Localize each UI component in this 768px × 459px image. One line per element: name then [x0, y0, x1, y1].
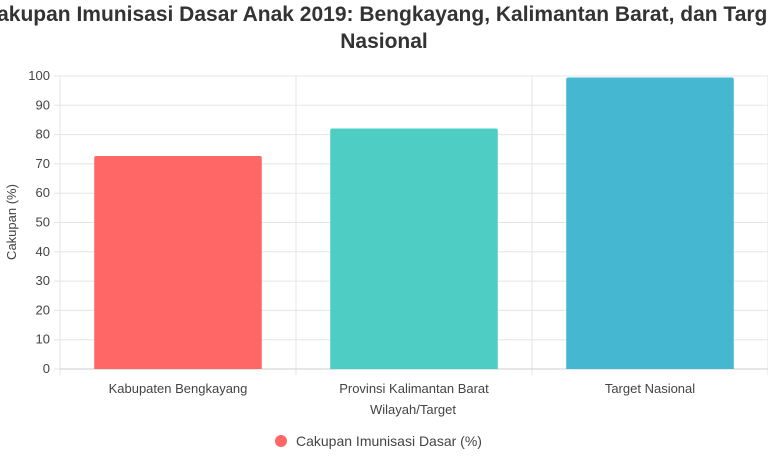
x-tick-label: Target Nasional: [605, 381, 695, 396]
bar: [566, 77, 734, 369]
x-axis-title: Wilayah/Target: [370, 402, 456, 417]
y-tick-label: 0: [43, 361, 50, 376]
bars: [94, 77, 734, 369]
y-tick-label: 20: [36, 302, 50, 317]
y-tick-label: 90: [36, 97, 50, 112]
legend-swatch: [275, 435, 287, 447]
y-tick-label: 30: [36, 273, 50, 288]
legend-label: Cakupan Imunisasi Dasar (%): [296, 433, 482, 449]
y-tick-label: 100: [28, 68, 50, 83]
y-tick-label: 60: [36, 185, 50, 200]
y-tick-label: 70: [36, 156, 50, 171]
y-axis-ticks: 0 10 20 30 40 50 60 70 80 90 100: [28, 68, 50, 376]
bar: [94, 155, 262, 369]
y-tick-label: 80: [36, 127, 50, 142]
bar: [330, 128, 498, 369]
x-tick-label: Kabupaten Bengkayang: [109, 381, 248, 396]
chart-title-line-1: Cakupan Imunisasi Dasar Anak 2019: Bengk…: [0, 3, 768, 26]
y-tick-label: 10: [36, 332, 50, 347]
y-axis-title: Cakupan (%): [4, 184, 19, 260]
legend: Cakupan Imunisasi Dasar (%): [275, 433, 482, 449]
chart-title-line-2: Nasional: [340, 30, 428, 53]
x-axis-ticks: Kabupaten Bengkayang Provinsi Kalimantan …: [109, 381, 696, 396]
y-tick-label: 40: [36, 244, 50, 259]
x-tick-label: Provinsi Kalimantan Barat: [339, 381, 489, 396]
y-tick-label: 50: [36, 215, 50, 230]
